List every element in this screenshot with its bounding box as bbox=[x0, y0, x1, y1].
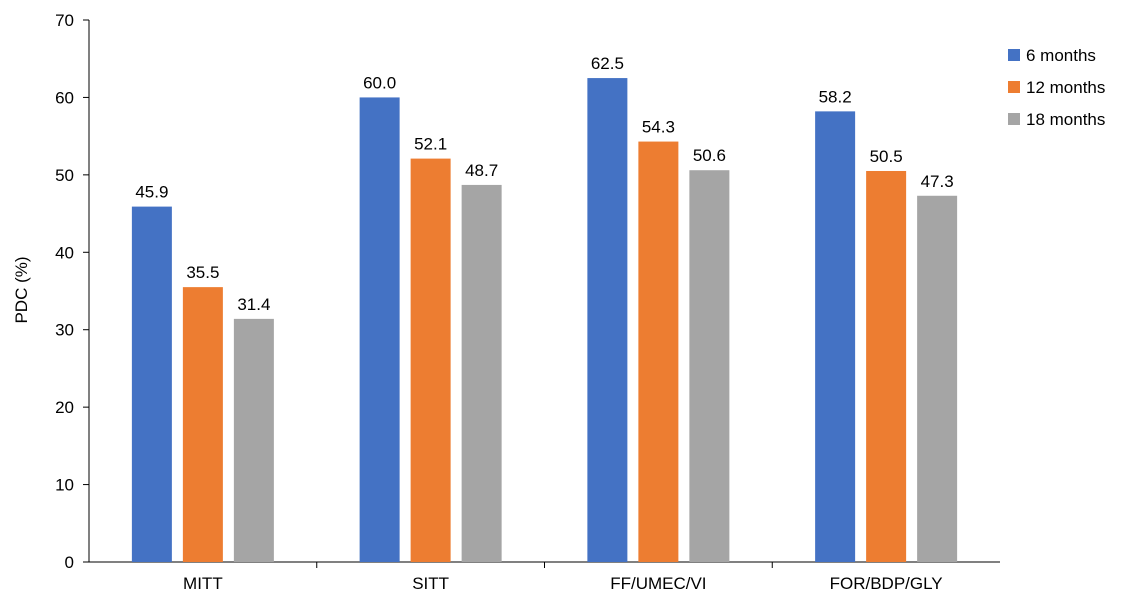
bar bbox=[131, 206, 172, 563]
data-label: 50.6 bbox=[693, 146, 726, 165]
bar bbox=[461, 184, 502, 562]
bar bbox=[587, 78, 628, 563]
y-tick-label: 0 bbox=[65, 553, 74, 572]
bar bbox=[815, 111, 856, 562]
y-tick-label: 10 bbox=[55, 476, 74, 495]
legend-swatch bbox=[1008, 113, 1020, 125]
legend-swatch bbox=[1008, 81, 1020, 93]
data-labels: 45.9 35.5 31.4 60.0 52.1 48.7 62.5 54.3 50.6 58.2… bbox=[135, 54, 953, 314]
bar bbox=[233, 318, 274, 562]
y-tick-label: 70 bbox=[55, 11, 74, 30]
bar bbox=[917, 195, 958, 562]
x-category-label: FOR/BDP/GLY bbox=[830, 574, 943, 593]
data-label: 31.4 bbox=[237, 295, 270, 314]
y-tick-label: 30 bbox=[55, 321, 74, 340]
bar bbox=[638, 141, 679, 562]
legend-label: 6 months bbox=[1026, 46, 1096, 65]
legend-label: 18 months bbox=[1026, 110, 1105, 129]
x-axis: MITT SITT FF/UMEC/VI FOR/BDP/GLY bbox=[89, 561, 1000, 593]
data-label: 50.5 bbox=[870, 147, 903, 166]
legend-label: 12 months bbox=[1026, 78, 1105, 97]
legend-swatch bbox=[1008, 49, 1020, 61]
x-category-label: MITT bbox=[183, 574, 223, 593]
data-label: 35.5 bbox=[186, 263, 219, 282]
data-label: 47.3 bbox=[921, 172, 954, 191]
bar bbox=[410, 158, 451, 562]
data-label: 54.3 bbox=[642, 118, 675, 137]
y-tick-label: 50 bbox=[55, 166, 74, 185]
x-category-label: FF/UMEC/VI bbox=[610, 574, 706, 593]
legend: 6 months 12 months 18 months bbox=[1008, 46, 1105, 129]
bar bbox=[689, 170, 730, 562]
bar bbox=[182, 287, 223, 562]
data-label: 52.1 bbox=[414, 135, 447, 154]
data-label: 45.9 bbox=[135, 183, 168, 202]
data-label: 48.7 bbox=[465, 161, 498, 180]
y-axis: 0 10 20 30 40 50 60 70 bbox=[55, 11, 90, 572]
y-axis-title: PDC (%) bbox=[12, 256, 31, 323]
bars bbox=[131, 78, 958, 563]
y-tick-label: 40 bbox=[55, 243, 74, 262]
bar bbox=[866, 170, 907, 562]
data-label: 60.0 bbox=[363, 73, 396, 92]
data-label: 58.2 bbox=[819, 87, 852, 106]
data-label: 62.5 bbox=[591, 54, 624, 73]
x-category-label: SITT bbox=[412, 574, 449, 593]
y-tick-label: 20 bbox=[55, 398, 74, 417]
bar bbox=[359, 97, 400, 562]
y-tick-label: 60 bbox=[55, 88, 74, 107]
